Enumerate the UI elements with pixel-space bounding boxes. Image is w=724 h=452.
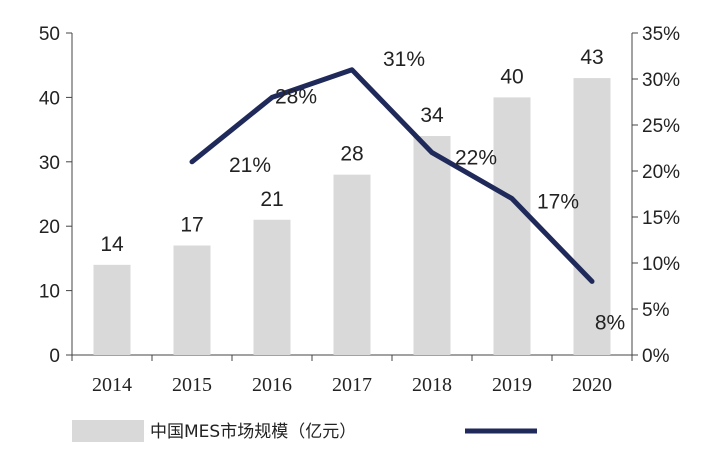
x-tick-label: 2016 — [252, 374, 292, 396]
bar-series — [93, 78, 611, 356]
bar-value-label: 14 — [100, 233, 124, 256]
left-tick-label: 0 — [49, 346, 60, 367]
bar-value-label: 17 — [180, 214, 203, 237]
x-tick-label: 2017 — [332, 374, 372, 396]
line-value-label: 21% — [229, 154, 271, 177]
bar — [413, 136, 451, 355]
x-axis-ticks: 2014 2015 2016 2017 2018 2019 2020 — [71, 355, 633, 396]
bar — [333, 174, 371, 355]
x-tick-label: 2020 — [572, 374, 612, 396]
x-tick-label: 2018 — [412, 374, 452, 396]
bar-value-label: 34 — [420, 104, 444, 127]
legend: 中国MES市场规模（亿元） — [72, 420, 537, 442]
right-tick-label: 25% — [642, 116, 680, 137]
left-tick-label: 20 — [39, 217, 60, 238]
bar-value-label: 28 — [340, 143, 363, 166]
legend-bar-label: 中国MES市场规模（亿元） — [150, 422, 356, 442]
line-value-label: 22% — [455, 147, 497, 170]
line-data-labels: 21% 28% 31% 22% 17% 8% — [229, 48, 625, 335]
x-tick-label: 2019 — [492, 374, 532, 396]
growth-line — [189, 67, 595, 284]
line-value-label: 8% — [595, 311, 625, 334]
line-value-label: 17% — [537, 191, 579, 214]
bar-data-labels: 14 17 21 28 34 40 43 — [100, 46, 603, 256]
left-tick-label: 50 — [39, 24, 60, 45]
right-tick-label: 0% — [642, 346, 670, 367]
right-tick-label: 20% — [642, 162, 680, 183]
left-tick-label: 30 — [39, 153, 60, 174]
x-tick-label: 2015 — [172, 374, 212, 396]
left-axis-ticks: 0 10 20 30 40 50 — [39, 24, 72, 367]
bar — [573, 78, 611, 355]
left-tick-label: 10 — [39, 282, 60, 303]
x-tick-label: 2014 — [92, 374, 132, 396]
bar — [93, 264, 131, 355]
bar — [253, 219, 291, 355]
right-axis-ticks: 0% 5% 10% 15% 20% 25% 30% 35% — [632, 24, 680, 367]
right-tick-label: 30% — [642, 70, 680, 91]
line-value-label: 31% — [383, 48, 425, 71]
bar-value-label: 43 — [580, 46, 603, 69]
bar — [173, 245, 211, 355]
right-tick-label: 10% — [642, 254, 680, 275]
left-tick-label: 40 — [39, 88, 60, 109]
line-value-label: 28% — [275, 85, 317, 108]
right-tick-label: 35% — [642, 24, 680, 45]
bar-value-label: 21 — [260, 188, 283, 211]
bar — [493, 97, 531, 356]
right-tick-label: 15% — [642, 208, 680, 229]
right-tick-label: 5% — [642, 300, 670, 321]
bar-value-label: 40 — [500, 65, 523, 88]
legend-bar-swatch — [72, 420, 144, 442]
